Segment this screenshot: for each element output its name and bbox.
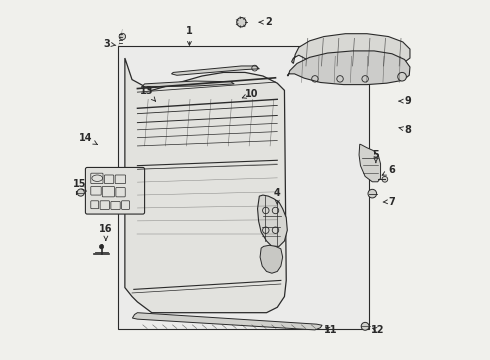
Circle shape xyxy=(237,18,246,27)
Text: 3: 3 xyxy=(103,39,116,49)
Polygon shape xyxy=(359,144,381,182)
Text: 2: 2 xyxy=(259,17,271,27)
Circle shape xyxy=(119,33,125,40)
Polygon shape xyxy=(132,313,322,330)
Text: 10: 10 xyxy=(242,89,259,99)
Text: 1: 1 xyxy=(186,26,193,45)
Polygon shape xyxy=(143,81,234,87)
Circle shape xyxy=(368,189,377,198)
Circle shape xyxy=(361,322,369,330)
Text: 7: 7 xyxy=(383,197,395,207)
Text: 12: 12 xyxy=(371,325,385,335)
Circle shape xyxy=(382,176,388,182)
Polygon shape xyxy=(258,195,287,246)
Text: 8: 8 xyxy=(399,125,412,135)
Text: 4: 4 xyxy=(274,188,281,204)
Text: 13: 13 xyxy=(140,86,155,101)
Text: 16: 16 xyxy=(99,225,113,240)
Circle shape xyxy=(99,244,104,249)
Polygon shape xyxy=(172,66,259,75)
Polygon shape xyxy=(260,245,283,273)
Text: 9: 9 xyxy=(399,96,412,106)
Circle shape xyxy=(398,72,406,81)
Text: 11: 11 xyxy=(324,325,338,335)
Circle shape xyxy=(77,189,84,196)
Polygon shape xyxy=(125,58,286,313)
Polygon shape xyxy=(287,51,410,85)
Text: 15: 15 xyxy=(74,179,87,192)
Text: 14: 14 xyxy=(79,133,98,145)
Text: 5: 5 xyxy=(372,150,379,163)
Polygon shape xyxy=(292,34,410,68)
FancyBboxPatch shape xyxy=(85,167,145,214)
Bar xyxy=(118,45,368,329)
Text: 6: 6 xyxy=(382,165,395,175)
